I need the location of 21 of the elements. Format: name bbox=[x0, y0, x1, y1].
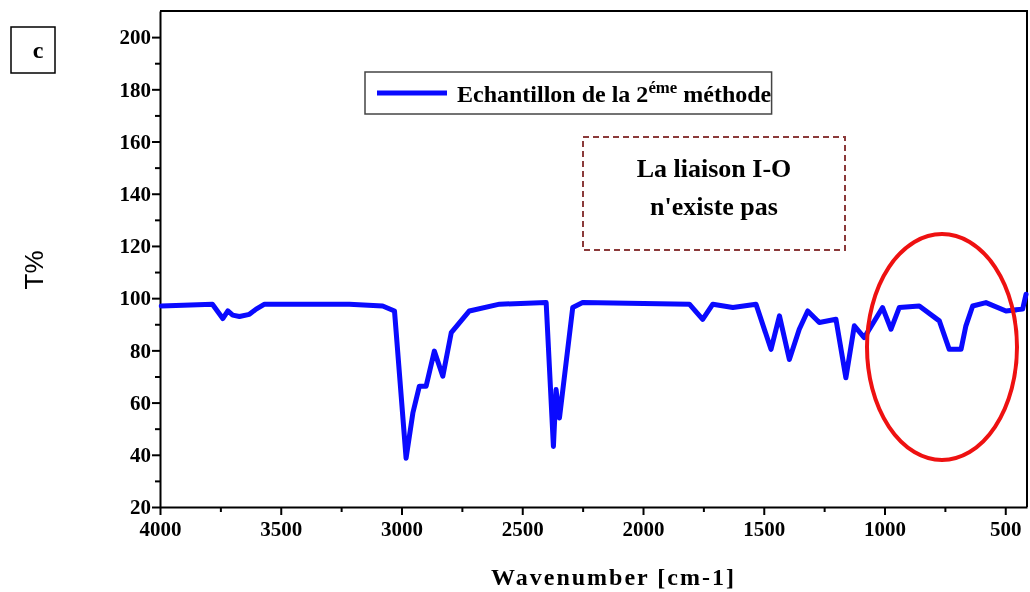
y-tick-label: 40 bbox=[130, 443, 151, 468]
legend-label: Echantillon de la 2$^{éme}$ méthode bbox=[457, 77, 772, 107]
x-tick-label: 2500 bbox=[501, 516, 544, 541]
y-tick-label: 200 bbox=[119, 25, 151, 50]
y-axis-title: T% bbox=[19, 250, 49, 290]
y-tick-label: 100 bbox=[119, 286, 151, 311]
x-axis-title: Wavenumber [cm-1] bbox=[491, 564, 736, 590]
x-tick-label: 1000 bbox=[864, 516, 907, 541]
y-tick-label: 180 bbox=[119, 77, 151, 102]
y-tick-label: 60 bbox=[130, 390, 151, 415]
x-tick-label: 2000 bbox=[622, 516, 665, 541]
x-tick-label: 1500 bbox=[743, 516, 786, 541]
x-tick-label: 500 bbox=[990, 516, 1022, 541]
x-tick-label: 3000 bbox=[381, 516, 423, 541]
x-tick-label: 3500 bbox=[260, 516, 303, 541]
text: c bbox=[32, 37, 44, 63]
annotation: La liaison I-O n'existe pas bbox=[636, 154, 792, 221]
y-tick-label: 160 bbox=[119, 129, 151, 154]
y-tick-label: 140 bbox=[119, 181, 151, 206]
y-tick-label: 120 bbox=[119, 234, 151, 259]
y-tick-label: 80 bbox=[130, 338, 151, 363]
